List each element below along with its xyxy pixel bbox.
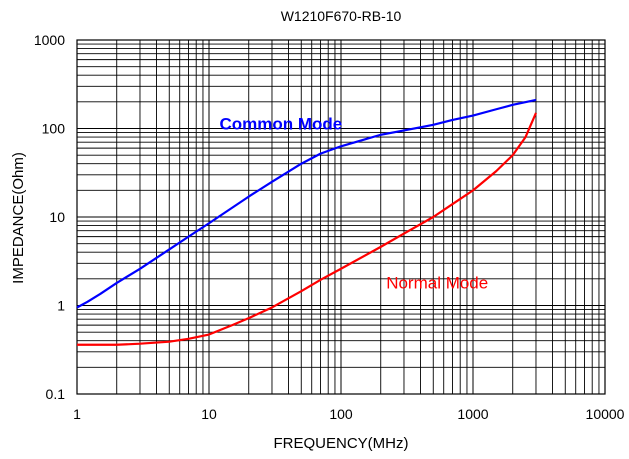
series-label-common-mode: Common Mode (219, 114, 342, 133)
plot-area-frame (76, 39, 606, 395)
y-tick-label: 1 (57, 298, 65, 314)
y-tick-label: 0.1 (46, 386, 66, 402)
x-tick-label: 10 (201, 406, 217, 422)
y-tick-label: 1000 (34, 32, 65, 48)
series-line-normal-mode (77, 112, 537, 346)
y-tick-label: 100 (42, 121, 66, 137)
series-lines (76, 98, 537, 346)
x-tick-label: 10000 (586, 406, 625, 422)
grid (77, 40, 605, 394)
series-label-normal-mode: Normal Mode (386, 274, 488, 293)
series-line-common-mode (76, 98, 537, 309)
tick-labels: 1 10 100 1000 10000 0.1 1 10 100 1000 (34, 32, 625, 422)
x-tick-label: 100 (329, 406, 353, 422)
x-tick-label: 1000 (457, 406, 488, 422)
chart-title: W1210F670-RB-10 (281, 8, 402, 24)
x-tick-label: 1 (73, 406, 81, 422)
y-axis-label: IMPEDANCE(Ohm) (10, 152, 27, 284)
y-tick-label: 10 (49, 209, 65, 225)
x-axis-label: FREQUENCY(MHz) (274, 435, 409, 452)
